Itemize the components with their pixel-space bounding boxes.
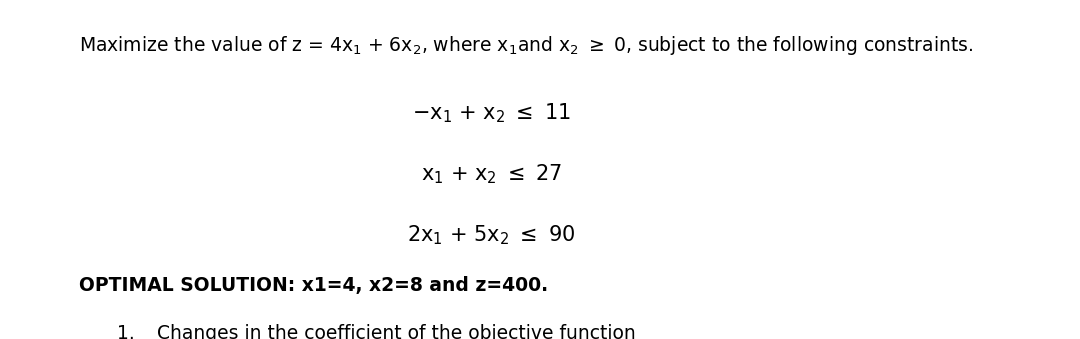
Text: x$_1$ + x$_2$ $\leq$ 27: x$_1$ + x$_2$ $\leq$ 27	[421, 163, 562, 186]
Text: 1.: 1.	[117, 324, 134, 339]
Text: $-$x$_1$ + x$_2$ $\leq$ 11: $-$x$_1$ + x$_2$ $\leq$ 11	[413, 102, 570, 125]
Text: OPTIMAL SOLUTION: x1=4, x2=8 and z=400.: OPTIMAL SOLUTION: x1=4, x2=8 and z=400.	[79, 276, 548, 295]
Text: Maximize the value of z = 4x$_1$ + 6x$_2$, where x$_1$and x$_2$ $\geq$ 0, subjec: Maximize the value of z = 4x$_1$ + 6x$_2…	[79, 34, 973, 57]
Text: 2x$_1$ + 5x$_2$ $\leq$ 90: 2x$_1$ + 5x$_2$ $\leq$ 90	[407, 224, 576, 247]
Text: Changes in the coefficient of the objective function: Changes in the coefficient of the object…	[157, 324, 635, 339]
